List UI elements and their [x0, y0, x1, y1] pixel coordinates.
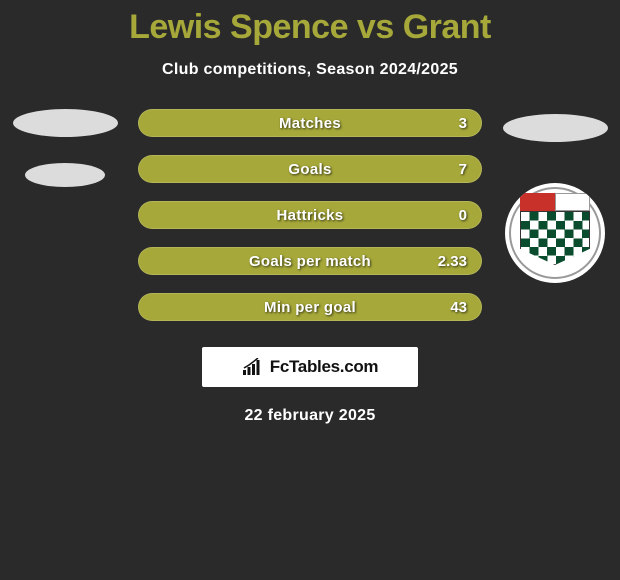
stat-value: 7 — [459, 161, 467, 178]
subtitle: Club competitions, Season 2024/2025 — [0, 61, 620, 79]
stat-bar-gpm: Goals per match 2.33 — [138, 247, 482, 275]
club-badge-icon — [505, 183, 605, 283]
stat-bar-goals: Goals 7 — [138, 155, 482, 183]
stat-label: Hattricks — [277, 207, 344, 224]
stat-value: 2.33 — [438, 253, 467, 270]
player-left-placeholder-icon — [13, 109, 118, 137]
stat-label: Min per goal — [264, 299, 356, 316]
player-right-column — [500, 109, 610, 283]
stat-bar-matches: Matches 3 — [138, 109, 482, 137]
brand-badge[interactable]: FcTables.com — [202, 347, 418, 387]
date-label: 22 february 2025 — [0, 407, 620, 425]
brand-chart-icon — [242, 358, 264, 376]
stat-bar-hattricks: Hattricks 0 — [138, 201, 482, 229]
stat-bar-mpg: Min per goal 43 — [138, 293, 482, 321]
stat-value: 43 — [450, 299, 467, 316]
stat-label: Goals — [288, 161, 331, 178]
comparison-row: Matches 3 Goals 7 Hattricks 0 Goals per … — [0, 109, 620, 321]
player-left-column — [10, 109, 120, 187]
page-title: Lewis Spence vs Grant — [0, 0, 620, 47]
stat-label: Goals per match — [249, 253, 371, 270]
stat-bars: Matches 3 Goals 7 Hattricks 0 Goals per … — [138, 109, 482, 321]
stat-value: 3 — [459, 115, 467, 132]
stat-value: 0 — [459, 207, 467, 224]
player-left-badge-placeholder — [25, 163, 105, 187]
stat-label: Matches — [279, 115, 341, 132]
player-right-placeholder-icon — [503, 114, 608, 142]
brand-label: FcTables.com — [270, 357, 379, 377]
